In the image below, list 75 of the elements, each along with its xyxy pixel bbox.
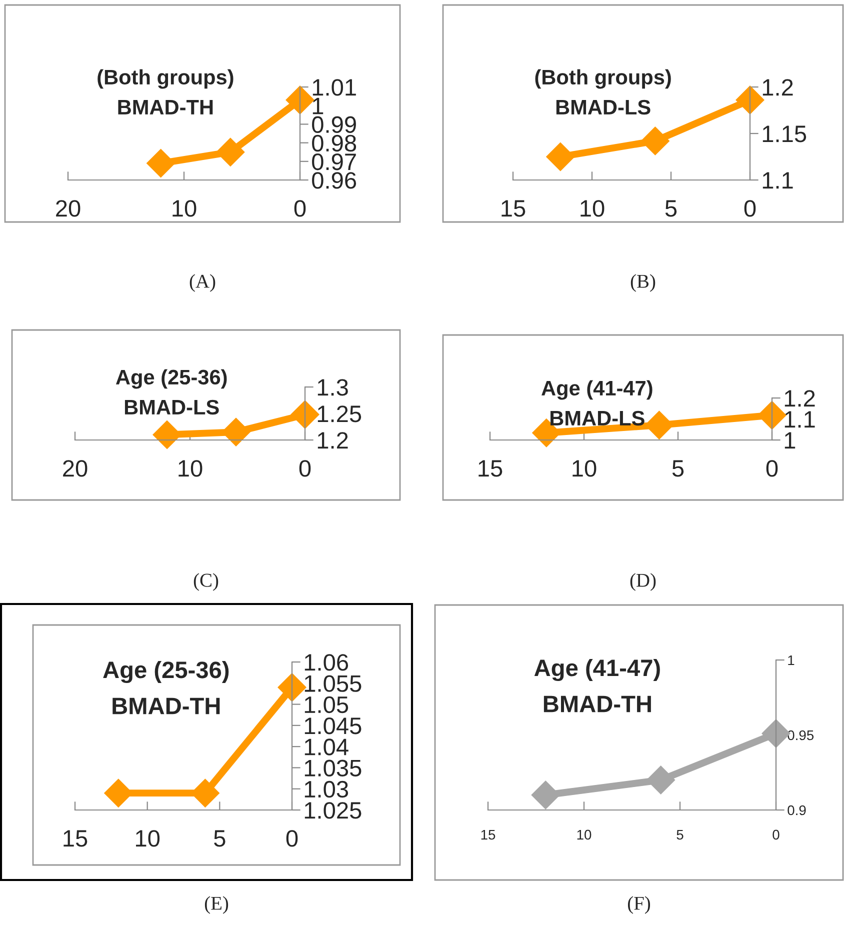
text: BMAD-TH [544,696,651,712]
text: BMAD-TH [112,698,220,714]
text: (F) [628,896,650,914]
x-tick-label: 5 [676,830,684,840]
chart-title: Age (25-36) [103,660,229,684]
chart-subtitle: BMAD-LS [124,400,219,415]
x-tick-label: 0 [744,200,756,217]
chart-title: Age (41-47) [542,380,652,400]
x-tick-label: 15 [64,830,88,847]
y-tick-label: 1.25 [318,406,362,422]
y-tick-label: 1.2 [784,390,815,407]
y-tick-label: 1.2 [318,432,348,449]
x-tick-label: 10 [172,200,196,217]
chart-title: (Both groups) [98,69,234,89]
point [758,400,786,430]
y-tick-label: 1 [784,432,796,449]
y-tick-label: 1.1 [784,411,815,428]
point [286,86,314,114]
point [146,148,176,178]
chart-title: Age (41-47) [534,658,660,682]
text: (E) [204,896,228,914]
text: (B) [630,274,656,292]
x-tick-label: 0 [294,200,306,217]
y-tick-label: 1.045 [304,717,362,734]
y-tick-label: 1 [312,98,324,114]
point [546,142,575,172]
x-tick-label: 10 [580,200,604,217]
x-tick-label: 5 [665,200,677,217]
point [736,86,764,114]
y-tick-label: 0.9 [788,805,806,816]
y-tick-label: 1.06 [304,654,348,671]
y-tick-label: 1.01 [312,79,356,96]
y-tick-label: 1.1 [762,172,793,189]
y-tick-label: 1.05 [304,696,348,714]
x-tick-label: 10 [178,460,202,477]
chart-subtitle: BMAD-LS [550,410,644,426]
x-tick-label: 0 [286,830,298,847]
y-tick-label: 1.035 [304,760,362,776]
x-tick-label: 5 [672,460,684,477]
chart-title: Age (25-36) [116,369,227,389]
x-tick-label: 20 [56,200,80,217]
y-tick-label: 0.97 [312,153,356,170]
chart-subtitle: BMAD-LS [556,100,650,115]
y-tick-label: 1.055 [304,675,362,692]
x-tick-label: 5 [214,830,226,847]
x-tick-label: 15 [481,830,496,840]
y-tick-label: 0.99 [312,116,356,133]
text: (D) [630,573,656,591]
x-tick-label: 15 [502,200,526,217]
point [531,780,560,810]
chart-title: (Both groups) [535,69,671,89]
text: (A) [190,274,216,292]
y-tick-label: 1.03 [304,780,348,798]
x-tick-label: 0 [772,830,780,840]
x-tick-label: 10 [577,830,592,840]
x-tick-label: 10 [572,460,596,477]
point [290,400,320,429]
x-tick-label: 0 [299,460,311,477]
x-tick-label: 10 [136,830,160,847]
y-tick-label: 1.04 [304,738,348,756]
x-tick-label: 20 [63,460,88,477]
text: (C) [194,573,218,591]
y-tick-label: 0.96 [312,172,356,189]
y-tick-label: 1.025 [304,802,362,819]
y-tick-label: 1.2 [762,79,793,96]
y-tick-label: 0.98 [312,134,356,152]
y-tick-label: 1.3 [318,379,348,396]
x-tick-label: 15 [478,460,502,477]
point [640,126,670,156]
chart-subtitle: BMAD-TH [118,100,213,114]
y-tick-label: 1 [788,655,794,666]
point [646,766,676,794]
point [216,138,245,166]
x-tick-label: 0 [766,460,778,477]
y-tick-label: 1.15 [762,126,806,142]
